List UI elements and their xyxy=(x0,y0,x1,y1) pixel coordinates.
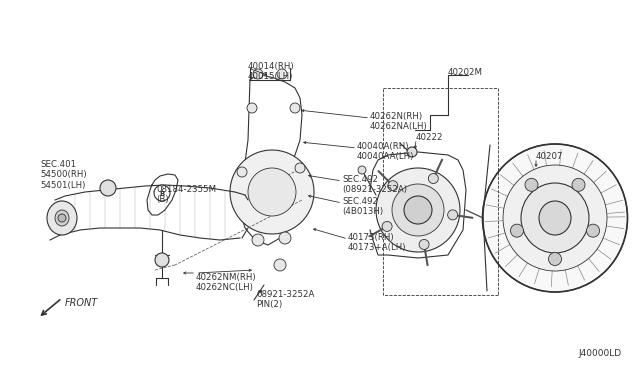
Text: 40173(RH)
40173+A(LH): 40173(RH) 40173+A(LH) xyxy=(348,233,406,252)
Circle shape xyxy=(274,259,286,271)
Circle shape xyxy=(58,214,66,222)
Ellipse shape xyxy=(483,144,627,292)
Circle shape xyxy=(290,103,300,113)
Ellipse shape xyxy=(503,165,607,271)
Text: 40262N(RH)
40262NA(LH): 40262N(RH) 40262NA(LH) xyxy=(370,112,428,131)
Ellipse shape xyxy=(539,201,571,235)
Circle shape xyxy=(253,69,263,79)
Circle shape xyxy=(525,178,538,191)
Circle shape xyxy=(252,234,264,246)
Circle shape xyxy=(404,196,432,224)
Text: 40040A(RH)
40040AA(LH): 40040A(RH) 40040AA(LH) xyxy=(357,142,414,161)
Circle shape xyxy=(511,224,524,237)
Text: SEC.492
(4B013H): SEC.492 (4B013H) xyxy=(342,197,383,217)
Text: 40207: 40207 xyxy=(536,152,563,161)
Circle shape xyxy=(382,221,392,231)
Circle shape xyxy=(155,253,169,267)
Circle shape xyxy=(586,224,600,237)
Circle shape xyxy=(247,103,257,113)
Circle shape xyxy=(428,174,438,183)
Text: 40202M: 40202M xyxy=(448,68,483,77)
Circle shape xyxy=(295,163,305,173)
Text: B: B xyxy=(159,191,164,197)
Circle shape xyxy=(407,147,417,157)
Circle shape xyxy=(447,210,458,220)
Circle shape xyxy=(388,181,398,191)
Text: J40000LD: J40000LD xyxy=(579,349,622,358)
Circle shape xyxy=(392,184,444,236)
Circle shape xyxy=(237,167,247,177)
Text: 08184-2355M
(B): 08184-2355M (B) xyxy=(156,185,216,204)
Text: 40222: 40222 xyxy=(416,133,444,142)
Circle shape xyxy=(376,168,460,252)
Circle shape xyxy=(248,168,296,216)
Text: SEC.401
54500(RH)
54501(LH): SEC.401 54500(RH) 54501(LH) xyxy=(40,160,86,190)
Ellipse shape xyxy=(47,201,77,235)
Ellipse shape xyxy=(55,210,69,226)
Circle shape xyxy=(419,240,429,250)
Ellipse shape xyxy=(521,183,589,253)
Circle shape xyxy=(572,178,585,191)
Circle shape xyxy=(548,253,561,266)
Circle shape xyxy=(100,180,116,196)
Circle shape xyxy=(277,69,287,79)
Text: SEC.492
(08921-3252A): SEC.492 (08921-3252A) xyxy=(342,175,407,195)
Text: 40014(RH)
40015(LH): 40014(RH) 40015(LH) xyxy=(248,62,294,81)
Circle shape xyxy=(230,150,314,234)
Text: 40262NM(RH)
40262NC(LH): 40262NM(RH) 40262NC(LH) xyxy=(196,273,257,292)
Circle shape xyxy=(358,166,366,174)
Text: FRONT: FRONT xyxy=(65,298,99,308)
Circle shape xyxy=(279,232,291,244)
Circle shape xyxy=(154,185,170,201)
Text: 08921-3252A
PIN(2): 08921-3252A PIN(2) xyxy=(256,290,314,310)
